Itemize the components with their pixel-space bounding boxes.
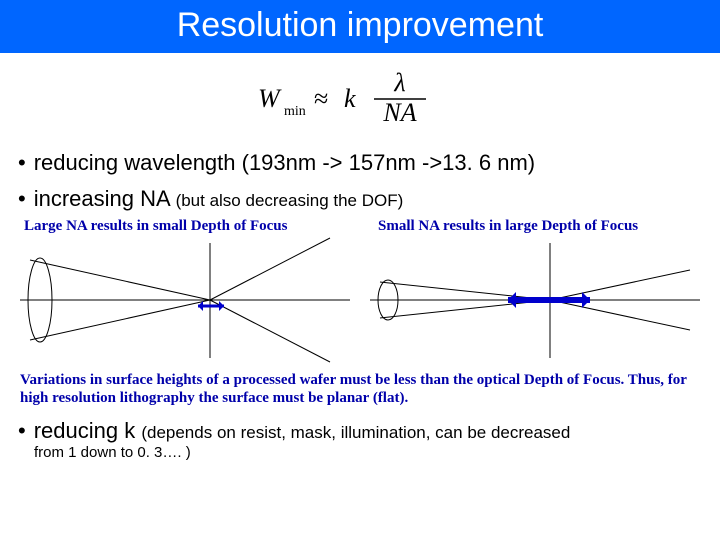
bullet-marker: • — [18, 418, 26, 443]
bullet-text: reducing k — [34, 418, 142, 443]
bullet-marker: • — [18, 186, 26, 211]
bullet-wavelength: • reducing wavelength (193nm -> 157nm ->1… — [18, 150, 702, 176]
svg-text:NA: NA — [382, 98, 416, 127]
bullet-list: • reducing wavelength (193nm -> 157nm ->1… — [0, 150, 720, 212]
svg-text:min: min — [284, 104, 306, 119]
dof-caption-bottom: Variations in surface heights of a proce… — [20, 371, 700, 409]
bullet-k: • reducing k (depends on resist, mask, il… — [18, 418, 702, 461]
bullet-marker: • — [18, 150, 26, 175]
bullet-text: reducing wavelength (193nm -> 157nm ->13… — [34, 150, 535, 175]
bullet-text: increasing NA — [34, 186, 176, 211]
dof-svg — [10, 218, 710, 368]
page-title: Resolution improvement — [0, 0, 720, 53]
bullet-text-small: (but also decreasing the DOF) — [176, 191, 404, 210]
svg-text:≈: ≈ — [314, 84, 328, 113]
bullet-list-2: • reducing k (depends on resist, mask, il… — [0, 418, 720, 461]
svg-text:k: k — [344, 84, 356, 113]
resolution-equation: Wmin ≈ k λNA — [0, 53, 720, 140]
dof-figure: Large NA results in small Depth of Focus… — [10, 218, 710, 408]
bullet-text-small: (depends on resist, mask, illumination, … — [141, 423, 570, 442]
svg-text:W: W — [258, 84, 282, 113]
bullet-na: • increasing NA (but also decreasing the … — [18, 186, 702, 212]
bullet-subtext: from 1 down to 0. 3…. ) — [34, 444, 702, 461]
svg-text:λ: λ — [393, 68, 405, 97]
